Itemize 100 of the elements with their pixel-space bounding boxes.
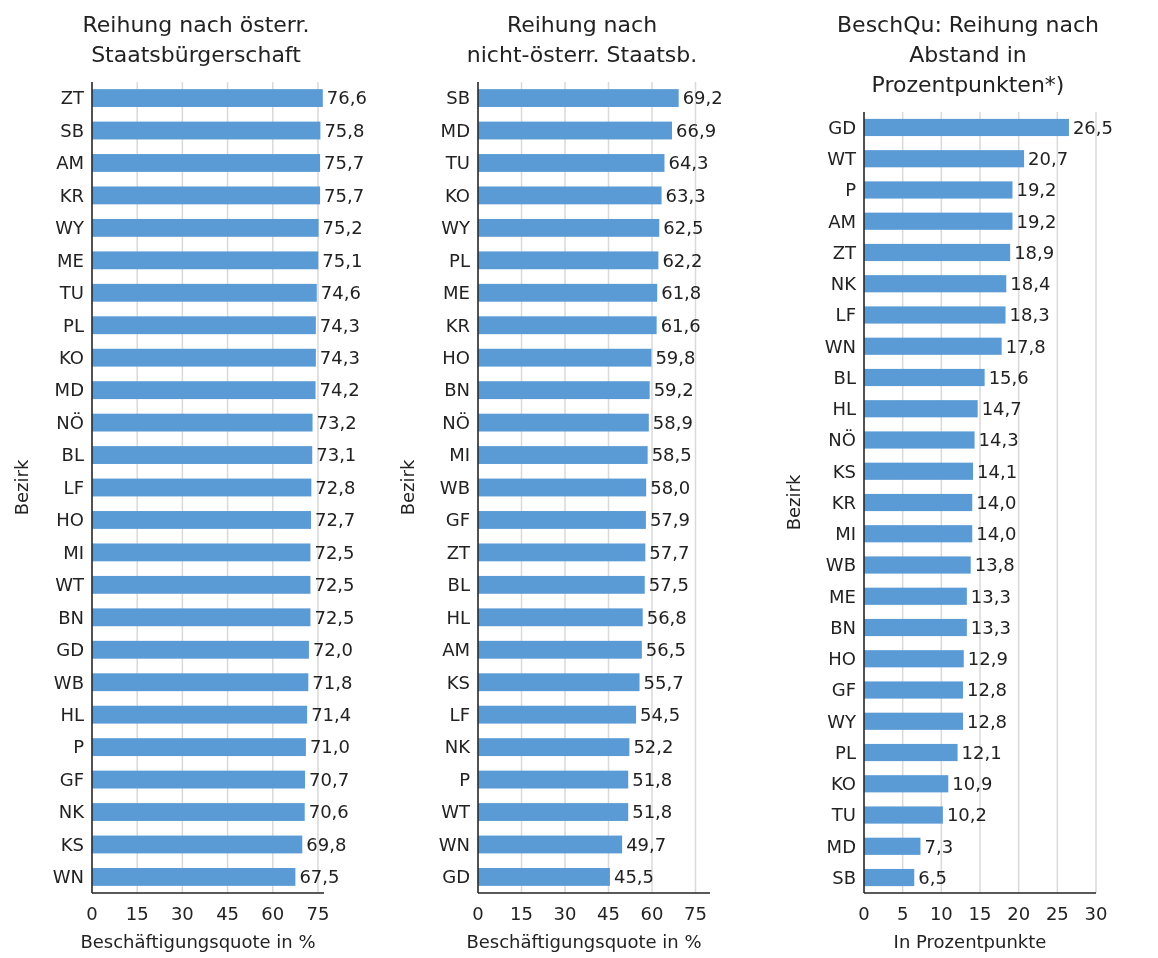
x-tick-label: 20 [1007, 903, 1031, 924]
bar [92, 283, 317, 302]
bar [478, 348, 652, 367]
y-tick-label: GD [828, 116, 856, 138]
y-tick-label: ZT [446, 541, 471, 563]
bar [864, 306, 1006, 324]
y-tick-label: BL [447, 574, 470, 596]
y-tick-label: WY [55, 217, 85, 239]
y-tick-label: BN [830, 616, 856, 638]
data-label: 56,5 [645, 639, 686, 661]
data-label: 61,8 [661, 282, 702, 304]
y-tick-label: AM [828, 210, 856, 232]
data-label: 14,7 [981, 398, 1022, 420]
x-tick-label: 30 [1084, 903, 1108, 924]
y-tick-label: ZT [832, 241, 857, 263]
bar [864, 587, 967, 605]
x-tick-label: 45 [597, 903, 620, 924]
data-label: 15,6 [988, 366, 1029, 388]
y-tick-label: HO [828, 648, 856, 670]
y-tick-label: KS [832, 460, 856, 482]
x-tick-label: 75 [306, 903, 330, 924]
data-label: 67,5 [299, 866, 340, 888]
bar [864, 337, 1002, 355]
bar [478, 89, 679, 107]
x-tick-label: 45 [216, 903, 240, 924]
data-label: 14,0 [976, 491, 1017, 513]
y-tick-label: HL [446, 606, 470, 628]
y-tick-label: P [845, 179, 857, 201]
y-tick-label: WT [55, 574, 85, 596]
bar [864, 275, 1007, 293]
bar [92, 89, 323, 107]
y-tick-label: PL [449, 249, 470, 271]
x-tick-label: 10 [929, 903, 953, 924]
data-label: 57,9 [649, 509, 690, 531]
data-label: 70,6 [308, 801, 349, 823]
y-tick-label: KR [831, 491, 856, 513]
bar [864, 368, 985, 387]
y-tick-label: GF [445, 509, 470, 531]
bar [478, 835, 623, 854]
bar [864, 556, 971, 574]
bar [92, 251, 319, 270]
data-label: 72,7 [315, 509, 356, 531]
bar [92, 478, 312, 497]
bar [478, 381, 650, 400]
data-label: 18,4 [1010, 273, 1051, 295]
bar [864, 243, 1011, 262]
bar [92, 640, 309, 659]
bar [478, 868, 610, 886]
bar [92, 381, 316, 400]
data-label: 72,8 [315, 476, 356, 498]
data-label: 75,1 [322, 249, 363, 271]
bar [92, 673, 309, 692]
y-tick-label: ME [443, 282, 470, 304]
data-label: 74,2 [319, 379, 360, 401]
y-tick-label: MD [826, 835, 856, 857]
y-tick-label: WN [824, 335, 856, 357]
bar [864, 181, 1013, 199]
data-label: 59,2 [653, 379, 694, 401]
y-tick-label: LF [63, 476, 84, 498]
y-tick-label: SB [60, 119, 84, 141]
data-label: 63,3 [665, 184, 706, 206]
data-label: 51,8 [632, 801, 673, 823]
data-label: 55,7 [643, 671, 684, 693]
y-tick-label: NK [830, 273, 858, 295]
data-label: 58,5 [651, 444, 692, 466]
y-axis-title: Bezirk [783, 474, 804, 531]
bar [92, 154, 321, 172]
bar [864, 618, 967, 637]
bar [864, 775, 949, 793]
bar [478, 575, 645, 594]
data-label: 18,9 [1014, 241, 1055, 263]
bar [478, 316, 657, 335]
x-tick-label: 30 [553, 903, 577, 924]
data-label: 75,8 [324, 119, 365, 141]
y-tick-label: BL [833, 366, 856, 388]
data-label: 10,9 [952, 773, 993, 795]
x-tick-label: 15 [510, 903, 533, 924]
y-tick-label: HO [56, 509, 84, 531]
chart-title: Reihung nach österr. Staatsbürgerschaft [82, 12, 310, 67]
bar [478, 705, 637, 724]
y-tick-label: TU [444, 152, 470, 174]
bar [864, 806, 943, 824]
bar [92, 608, 311, 627]
bar [92, 835, 303, 854]
y-tick-label: AM [56, 152, 84, 174]
bar [864, 743, 958, 762]
y-tick-label: WB [439, 476, 470, 498]
y-tick-label: WB [825, 554, 856, 576]
y-tick-label: MD [54, 379, 84, 401]
x-tick-label: 25 [1045, 903, 1069, 924]
bar [92, 186, 321, 205]
x-tick-label: 0 [472, 903, 484, 924]
bar [864, 681, 963, 699]
data-label: 12,1 [961, 741, 1002, 763]
data-label: 13,8 [974, 554, 1015, 576]
data-label: 75,7 [324, 152, 365, 174]
bar [92, 543, 311, 562]
bar [92, 803, 305, 821]
y-tick-label: WN [52, 866, 84, 888]
bar [864, 118, 1069, 137]
